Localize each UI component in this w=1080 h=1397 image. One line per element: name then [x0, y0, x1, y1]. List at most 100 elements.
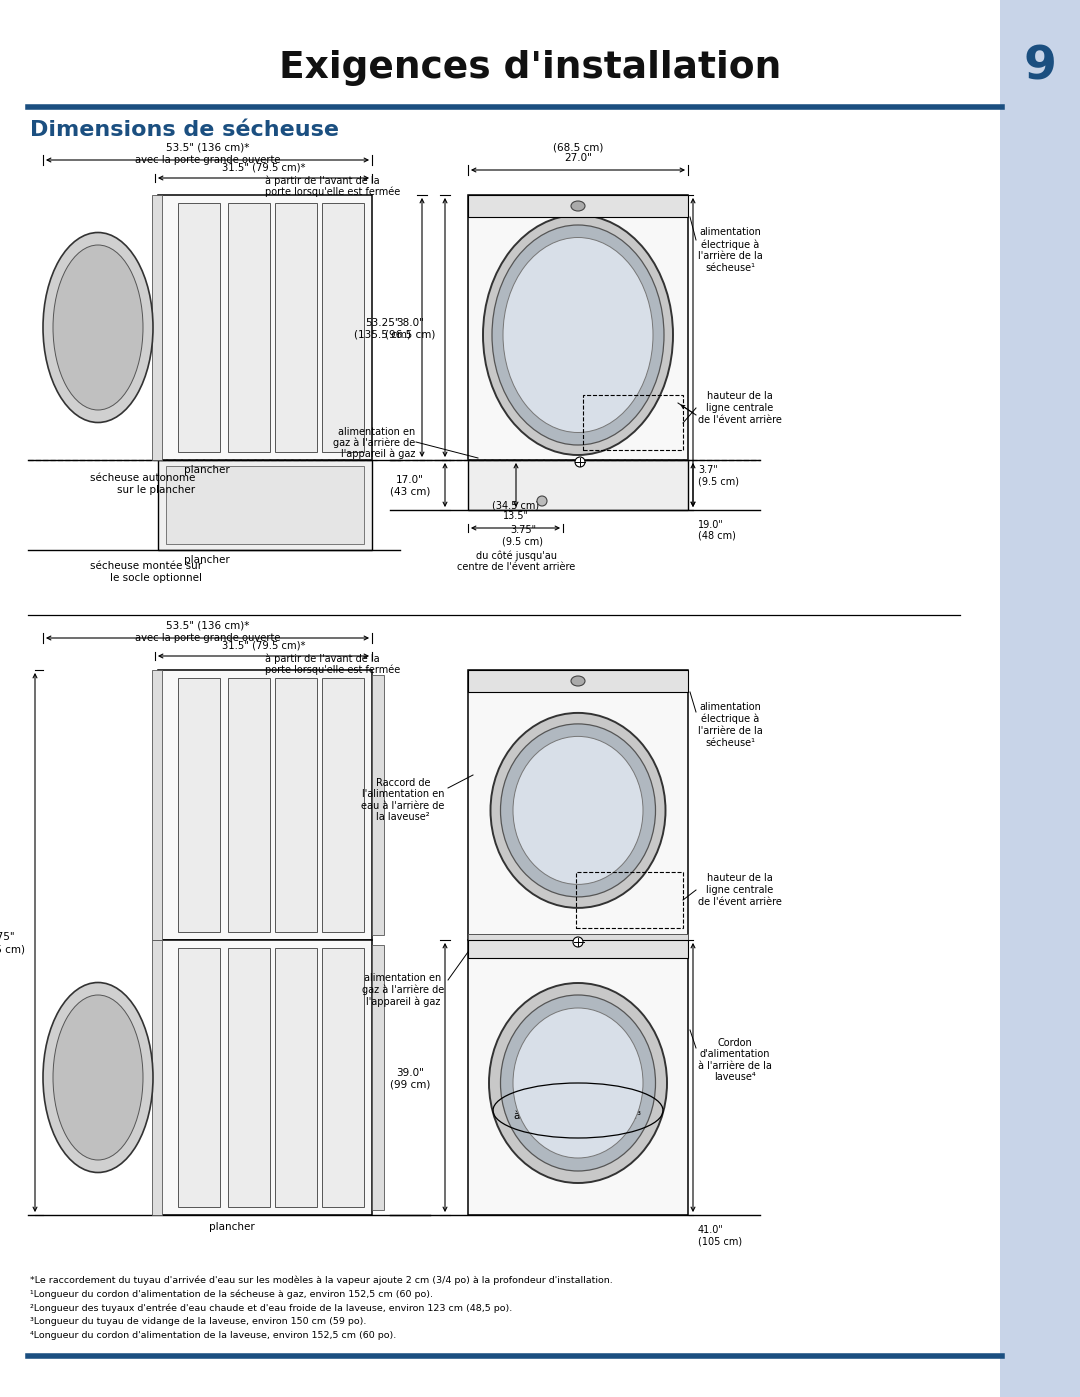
Ellipse shape	[571, 676, 585, 686]
Bar	[468, 196, 688, 217]
Text: du côté jusqu'au: du côté jusqu'au	[475, 550, 556, 562]
Bar	[468, 671, 688, 692]
Text: 1.5": 1.5"	[573, 377, 593, 387]
Text: ²Longueur des tuyaux d'entrée d'eau chaude et d'eau froide de la laveuse, enviro: ²Longueur des tuyaux d'entrée d'eau chau…	[30, 1303, 512, 1313]
Text: 9: 9	[1024, 45, 1056, 89]
Bar	[158, 460, 372, 550]
Text: à partir de l'avant de la: à partir de l'avant de la	[265, 654, 380, 664]
Bar	[158, 196, 372, 460]
Text: plancher: plancher	[185, 555, 230, 564]
Bar	[372, 944, 384, 1210]
Bar	[468, 671, 688, 940]
Text: plancher: plancher	[210, 1222, 255, 1232]
Bar	[228, 678, 270, 932]
Text: 19.0": 19.0"	[698, 520, 724, 529]
Text: Cordon
d'alimentation
à l'arrière de la
laveuse⁴: Cordon d'alimentation à l'arrière de la …	[698, 1038, 772, 1083]
Ellipse shape	[500, 995, 656, 1171]
Bar	[228, 203, 270, 453]
Text: (96.5 cm): (96.5 cm)	[384, 330, 435, 339]
Text: 53.5" (136 cm)*: 53.5" (136 cm)*	[166, 142, 249, 154]
Ellipse shape	[490, 712, 665, 908]
Text: 3.7": 3.7"	[698, 465, 718, 475]
Text: centre de l'évent arrière: centre de l'évent arrière	[457, 562, 576, 571]
Bar	[152, 671, 162, 940]
Ellipse shape	[492, 225, 664, 446]
Bar	[152, 196, 162, 460]
Text: (48 cm): (48 cm)	[698, 531, 735, 541]
Text: 41.0": 41.0"	[698, 1225, 724, 1235]
Text: (135.5 cm): (135.5 cm)	[353, 330, 410, 339]
Text: à partir de l'avant de la: à partir de l'avant de la	[265, 176, 380, 186]
Bar	[166, 467, 364, 543]
Text: (68.5 cm): (68.5 cm)	[553, 142, 604, 152]
Bar	[275, 678, 318, 932]
Text: l'appareil à gaz: l'appareil à gaz	[340, 448, 415, 460]
Text: 31.5" (79.5 cm)*: 31.5" (79.5 cm)*	[221, 162, 306, 172]
Text: sécheuse autonome: sécheuse autonome	[90, 474, 195, 483]
Text: alimentation en
gaz à l'arrière de
l'appareil à gaz: alimentation en gaz à l'arrière de l'app…	[362, 972, 444, 1007]
Text: porte lorsqu'elle est fermée: porte lorsqu'elle est fermée	[265, 187, 401, 197]
Ellipse shape	[503, 237, 653, 433]
Text: 27.0": 27.0"	[564, 154, 592, 163]
Ellipse shape	[43, 232, 153, 422]
Bar	[275, 949, 318, 1207]
Ellipse shape	[53, 244, 143, 409]
Ellipse shape	[43, 982, 153, 1172]
Ellipse shape	[489, 983, 667, 1183]
Text: 3.75": 3.75"	[510, 525, 536, 535]
Text: (192.5 cm): (192.5 cm)	[0, 944, 26, 954]
Text: alimentation en: alimentation en	[338, 427, 415, 437]
Ellipse shape	[513, 1009, 643, 1158]
Text: (4 cm): (4 cm)	[573, 388, 605, 398]
Bar	[178, 203, 220, 453]
Bar	[178, 949, 220, 1207]
Bar	[158, 940, 372, 1215]
Text: ³Longueur du tuyau de vidange de la laveuse, environ 150 cm (59 po).: ³Longueur du tuyau de vidange de la lave…	[30, 1317, 366, 1327]
Text: (9.5 cm): (9.5 cm)	[698, 476, 739, 486]
Bar	[322, 203, 364, 453]
Text: sur le plancher: sur le plancher	[117, 485, 195, 495]
Ellipse shape	[500, 724, 656, 897]
Text: Tuyau de vidange
à l'arrière de la laveuse³: Tuyau de vidange à l'arrière de la laveu…	[514, 1099, 642, 1122]
Bar	[576, 872, 683, 928]
Text: (9.5 cm): (9.5 cm)	[502, 536, 543, 546]
Ellipse shape	[513, 736, 643, 884]
Text: 38.0": 38.0"	[396, 317, 424, 327]
Circle shape	[573, 937, 583, 947]
Bar	[152, 940, 162, 1215]
Text: Dimensions de sécheuse: Dimensions de sécheuse	[30, 120, 339, 140]
Bar	[468, 940, 688, 958]
Text: alimentation
électrique à
l'arrière de la
sécheuse¹: alimentation électrique à l'arrière de l…	[698, 703, 762, 747]
Text: sécheuse montée sur: sécheuse montée sur	[90, 562, 202, 571]
Text: *Le raccordement du tuyau d'arrivée d'eau sur les modèles à la vapeur ajoute 2 c: *Le raccordement du tuyau d'arrivée d'ea…	[30, 1275, 612, 1285]
Text: (34.5 cm): (34.5 cm)	[491, 502, 539, 511]
Bar	[1000, 0, 1080, 1397]
Ellipse shape	[53, 995, 143, 1160]
Ellipse shape	[483, 215, 673, 455]
Circle shape	[575, 457, 585, 467]
Text: Exigences d'installation: Exigences d'installation	[279, 50, 781, 87]
Text: avec la porte grande ouverte: avec la porte grande ouverte	[135, 155, 280, 165]
Bar	[322, 949, 364, 1207]
Bar	[178, 678, 220, 932]
Text: (105 cm): (105 cm)	[698, 1236, 742, 1246]
Text: ⁴Longueur du cordon d'alimentation de la laveuse, environ 152,5 cm (60 po).: ⁴Longueur du cordon d'alimentation de la…	[30, 1331, 396, 1341]
Text: Raccord de
l'alimentation en
eau à l'arrière de
la laveuse²: Raccord de l'alimentation en eau à l'arr…	[362, 778, 445, 823]
Text: 53.25": 53.25"	[365, 317, 400, 327]
Text: (99 cm): (99 cm)	[390, 1080, 430, 1090]
Text: le socle optionnel: le socle optionnel	[110, 573, 202, 583]
Text: 31.5" (79.5 cm)*: 31.5" (79.5 cm)*	[221, 640, 306, 650]
Text: 39.0": 39.0"	[396, 1067, 424, 1077]
Text: alimentation
électrique à
l'arrière de la
sécheuse¹: alimentation électrique à l'arrière de l…	[698, 228, 762, 272]
Text: plancher: plancher	[185, 465, 230, 475]
Text: 13.5": 13.5"	[502, 511, 528, 521]
Bar	[468, 460, 688, 510]
Text: 17.0": 17.0"	[396, 475, 424, 485]
Circle shape	[537, 496, 546, 506]
Text: 75.75": 75.75"	[0, 933, 14, 943]
Bar	[322, 678, 364, 932]
Bar	[583, 395, 683, 450]
Text: gaz à l'arrière de: gaz à l'arrière de	[333, 437, 415, 448]
Text: 53.5" (136 cm)*: 53.5" (136 cm)*	[166, 622, 249, 631]
Bar	[468, 935, 688, 950]
